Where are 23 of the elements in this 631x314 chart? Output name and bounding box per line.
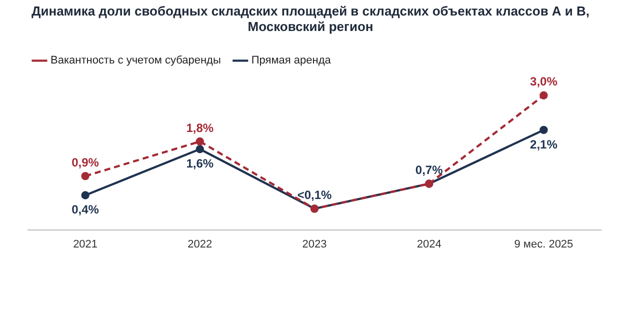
point [540,91,548,100]
data-label: 2,1% [530,137,558,152]
data-label: 0,7% [415,163,444,178]
x-tick-label: 9 мес. 2025 [514,238,574,250]
data-label: 1,6% [186,156,214,170]
point [81,172,90,180]
x-tick-label: 2021 [73,238,98,250]
point [196,145,204,154]
point [196,137,204,146]
legend-label: Вакантность с учетом субаренды [50,54,221,67]
data-label: 1,8% [186,120,214,135]
legend-label: Прямая аренда [251,54,332,67]
x-tick-label: 2023 [302,238,327,250]
text: Московский регион [248,18,374,34]
text: Динамика доли свободных складских площадей в складских объектах классов А и В, [31,3,590,18]
data-label: 0,4% [72,202,100,217]
data-label: <0,1% [297,188,332,202]
x-tick-label: 2022 [188,238,212,250]
point [540,126,548,134]
point [81,191,90,200]
x-tick-label: 2024 [416,238,442,250]
data-label: 0,9% [72,155,100,170]
data-label: 3,0% [530,74,558,89]
